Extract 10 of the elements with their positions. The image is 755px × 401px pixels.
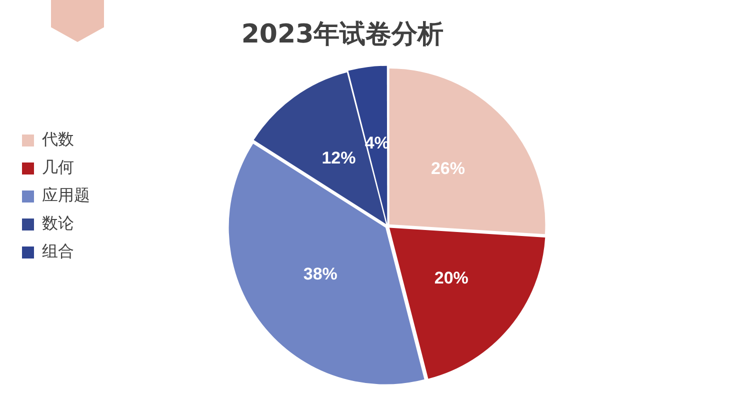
legend-label: 应用题 [42,186,90,205]
legend-label: 组合 [42,242,74,261]
legend-label: 几何 [42,158,74,177]
data-label: 12% [322,148,356,168]
data-label: 26% [430,159,465,178]
data-label: 38% [303,264,338,284]
legend-label: 数论 [42,214,74,233]
data-label: 20% [434,268,468,288]
chart-title: 2023年试卷分析 [241,19,444,50]
legend-label: 代数 [41,130,74,149]
